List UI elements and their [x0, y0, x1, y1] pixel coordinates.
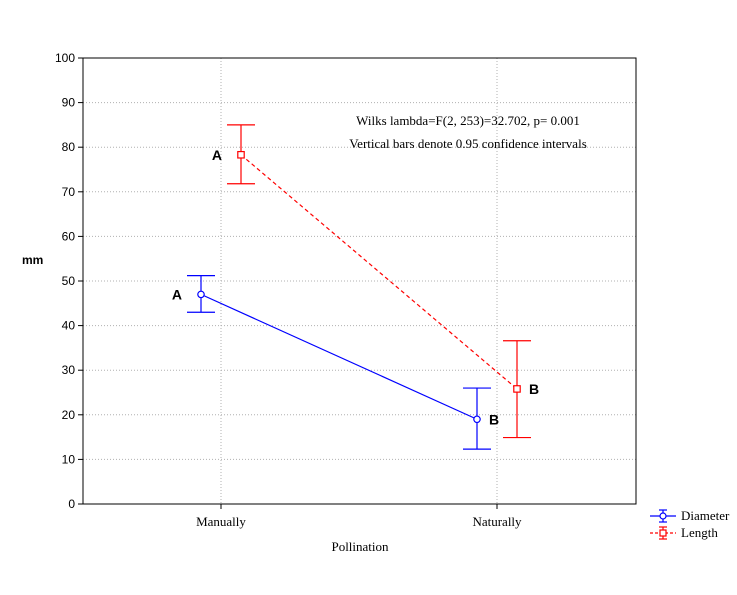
chart: 0 10 20 30 40 50 60 70 80 90 100 Manually Naturally…: [0, 0, 737, 595]
legend-length-marker: [660, 530, 666, 536]
y-tick-label: 90: [62, 96, 76, 110]
group-label: B: [489, 411, 499, 427]
annotation-wilks: Wilks lambda=F(2, 253)=32.702, p= 0.001: [356, 113, 580, 128]
legend-item-length: Length: [650, 525, 718, 540]
x-axis-title: Pollination: [331, 539, 389, 554]
legend-label-diameter: Diameter: [681, 508, 730, 523]
y-tick-label: 100: [55, 51, 75, 65]
data-point: [474, 416, 480, 422]
data-point: [198, 291, 204, 297]
y-tick-label: 40: [62, 319, 76, 333]
series-line-diameter: [201, 294, 477, 419]
legend-diameter-marker: [660, 513, 666, 519]
y-tick-label: 70: [62, 185, 76, 199]
x-tick-label: Manually: [196, 514, 246, 529]
y-tick-label: 10: [62, 452, 76, 466]
y-axis-title: mm: [22, 253, 43, 267]
legend: Diameter Length: [650, 508, 730, 540]
legend-label-length: Length: [681, 525, 718, 540]
x-axis: Manually Naturally: [196, 504, 522, 529]
y-tick-label: 0: [68, 497, 75, 511]
y-axis: 0 10 20 30 40 50 60 70 80 90 100: [55, 51, 83, 511]
y-tick-label: 20: [62, 408, 76, 422]
y-tick-label: 80: [62, 140, 76, 154]
group-label: B: [529, 381, 539, 397]
data-point: [238, 152, 244, 158]
annotation-ci-note: Vertical bars denote 0.95 confidence int…: [349, 136, 587, 151]
group-label: A: [172, 286, 182, 302]
x-tick-label: Naturally: [472, 514, 522, 529]
y-tick-label: 50: [62, 274, 76, 288]
y-tick-label: 60: [62, 229, 76, 243]
legend-item-diameter: Diameter: [650, 508, 730, 523]
y-tick-label: 30: [62, 363, 76, 377]
series-line-length: [241, 155, 517, 389]
group-label: A: [212, 147, 222, 163]
series-layer: A B A B: [172, 125, 539, 449]
data-point: [514, 386, 520, 392]
